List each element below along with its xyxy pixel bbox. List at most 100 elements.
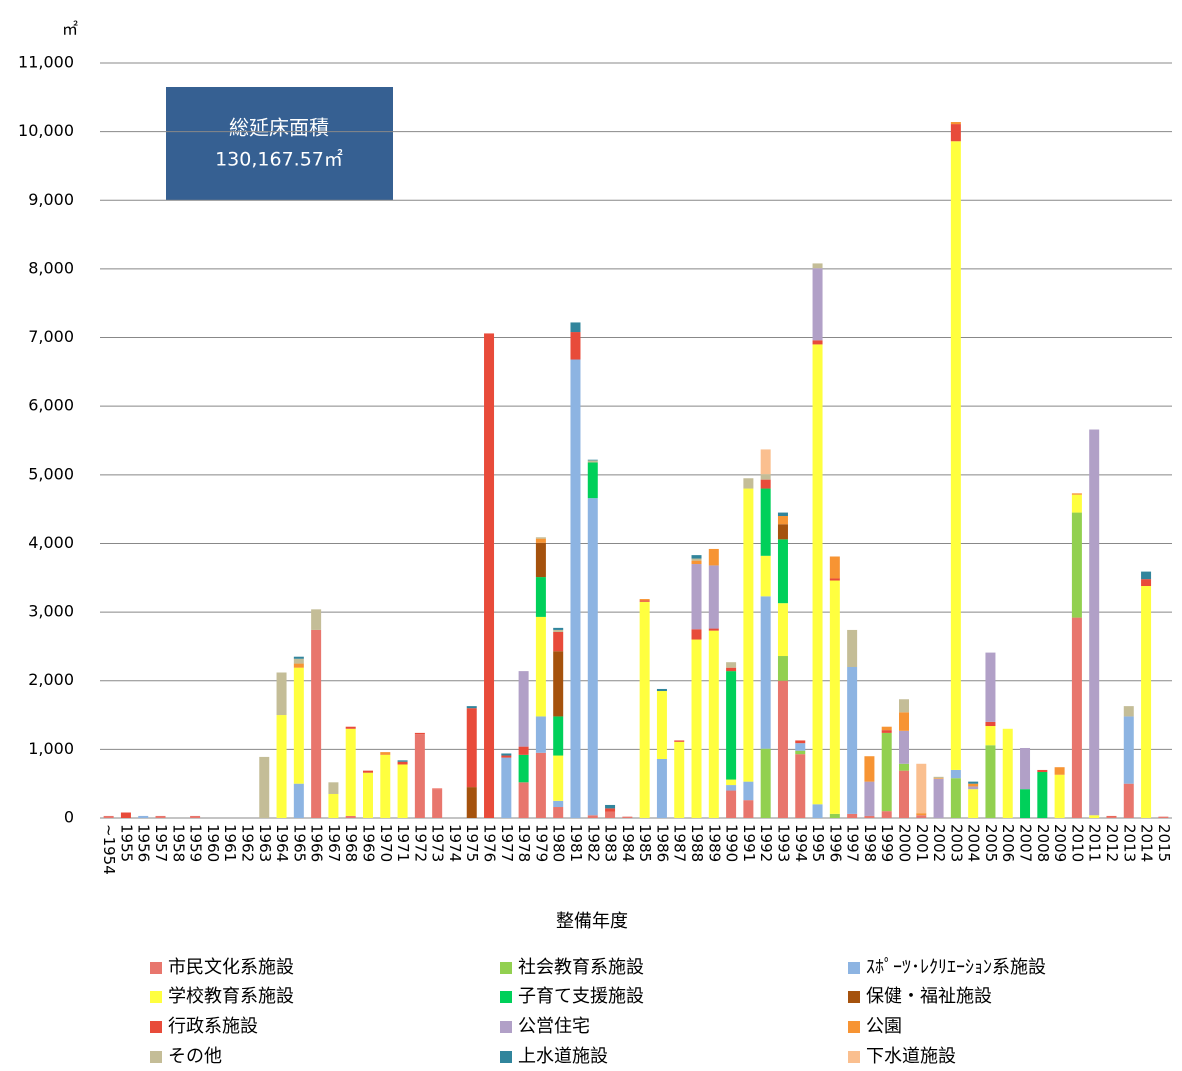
bar-segment — [881, 732, 892, 812]
bar-segment — [276, 715, 287, 818]
bar-segment — [777, 516, 788, 525]
x-tick-label: 1969 — [360, 824, 378, 862]
x-tick-label: 1956 — [135, 824, 153, 862]
bar-segment — [708, 630, 719, 818]
bar-segment — [899, 730, 909, 764]
bar-segment — [259, 756, 270, 818]
bar-segment — [656, 688, 667, 692]
bar-segment — [345, 728, 356, 816]
x-tick-label: 1988 — [688, 824, 706, 862]
bar-segment — [276, 672, 287, 716]
bar-segment — [553, 807, 564, 818]
x-tick-label: 1984 — [619, 824, 637, 862]
legend-swatch — [150, 1021, 162, 1033]
legend-label: 上水道施設 — [518, 1046, 608, 1067]
bar-segment — [950, 141, 961, 770]
bar-segment — [397, 764, 408, 818]
bar-segment — [968, 783, 979, 787]
x-tick-label: 1992 — [757, 824, 775, 862]
bar-segment — [518, 671, 529, 747]
bar-segment — [847, 667, 858, 814]
x-tick-label: 1987 — [671, 824, 689, 862]
legend-swatch — [848, 1051, 860, 1063]
legend-label: 保健・福祉施設 — [866, 986, 992, 1007]
bar-segment — [847, 629, 858, 667]
bar-segment — [1106, 816, 1117, 818]
x-tick-label: 2006 — [999, 824, 1017, 862]
bar-segment — [501, 757, 512, 818]
bar-segment — [570, 359, 581, 818]
bar-segment — [553, 631, 564, 652]
bar-segment — [138, 815, 149, 818]
unit-label: ㎡ — [62, 20, 78, 39]
bar-segment — [760, 488, 771, 556]
bar-segment — [726, 671, 737, 780]
bar-segment — [881, 730, 892, 733]
bar-segment — [1141, 579, 1152, 587]
x-axis-title: 整備年度 — [556, 911, 628, 932]
bar-segment — [864, 781, 875, 816]
y-tick-label: 3,000 — [28, 602, 74, 621]
x-tick-label: 1972 — [411, 824, 429, 862]
legend-item: 下水道施設 — [848, 1046, 956, 1067]
bar-segment — [812, 268, 823, 341]
y-tick-label: 7,000 — [28, 327, 74, 346]
bar-segment — [777, 603, 788, 657]
x-tick-label: 1965 — [290, 824, 308, 862]
bar-segment — [518, 746, 529, 755]
y-tick-label: 2,000 — [28, 670, 74, 689]
legend-label: 行政系施設 — [168, 1016, 258, 1037]
bar-segment — [916, 763, 927, 814]
bar-segment — [414, 734, 425, 818]
x-tick-label: 2003 — [947, 824, 965, 862]
bar-segment — [414, 732, 425, 735]
bar-segment — [380, 754, 391, 818]
y-tick-label: 0 — [64, 808, 74, 827]
x-tick-label: 1958 — [169, 824, 187, 862]
x-tick-label: 1971 — [394, 824, 412, 862]
bar-segment — [795, 743, 806, 751]
bar-segment — [345, 815, 356, 818]
bar-segment — [726, 667, 737, 672]
bar-segment — [155, 815, 166, 818]
legend-label: 社会教育系施設 — [518, 957, 644, 978]
legend-swatch — [150, 962, 162, 974]
bar-segment — [1020, 789, 1031, 818]
bar-segment — [432, 789, 443, 818]
x-tick-label: 1963 — [256, 824, 274, 862]
bar-segment — [1037, 772, 1048, 818]
x-tick-label: 1966 — [308, 824, 326, 862]
bar-segment — [535, 616, 546, 717]
legend-swatch — [150, 1051, 162, 1063]
bar-segment — [933, 776, 944, 779]
bar-segment — [743, 488, 754, 782]
bar-segment — [1037, 769, 1048, 773]
x-tick-label: 1967 — [325, 824, 343, 862]
bar-segment — [691, 629, 702, 640]
bar-segment — [587, 815, 598, 818]
bar-segment — [328, 782, 339, 794]
bar-segment — [1071, 617, 1082, 818]
legend-swatch — [150, 991, 162, 1003]
bar-segment — [656, 691, 667, 759]
bar-segment — [535, 537, 546, 539]
legend-item: ｽﾎﾟｰﾂ･ﾚｸﾘｴｰｼｮﾝ系施設 — [848, 957, 1046, 978]
x-tick-label: 1985 — [636, 824, 654, 862]
x-tick-label: 1986 — [653, 824, 671, 862]
bar-segment — [726, 785, 737, 791]
x-tick-label: 1977 — [498, 824, 516, 862]
y-tick-label: 8,000 — [28, 258, 74, 277]
bar-segment — [363, 772, 373, 818]
x-tick-label: 2004 — [965, 824, 983, 862]
bar-segment — [311, 609, 322, 630]
bar-segment — [985, 745, 996, 818]
x-tick-label: 1989 — [705, 824, 723, 862]
bar-segment — [1106, 815, 1117, 817]
x-tick-label: 1968 — [342, 824, 360, 862]
bar-segment — [293, 667, 304, 784]
legend-swatch — [500, 962, 512, 974]
bar-segment — [1071, 494, 1082, 513]
bar-segment — [691, 560, 702, 565]
x-tick-label: 1982 — [584, 824, 602, 862]
x-tick-label: 1995 — [809, 824, 827, 862]
